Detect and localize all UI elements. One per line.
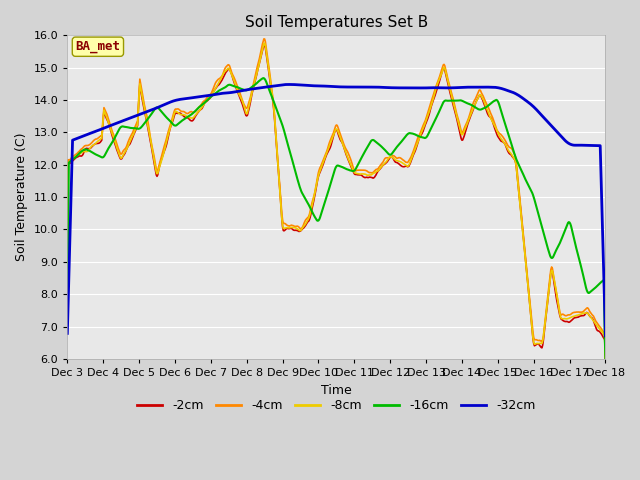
-8cm xyxy=(553,292,561,298)
-8cm xyxy=(63,290,71,296)
-32cm xyxy=(434,85,442,91)
-4cm xyxy=(434,78,442,84)
-16cm xyxy=(63,316,71,322)
-16cm xyxy=(381,147,389,153)
-16cm xyxy=(553,246,561,252)
-16cm xyxy=(182,116,189,121)
Line: -8cm: -8cm xyxy=(67,43,605,359)
-2cm xyxy=(63,291,71,297)
-32cm xyxy=(205,93,212,98)
-4cm xyxy=(205,93,212,98)
-2cm xyxy=(260,42,268,48)
Line: -32cm: -32cm xyxy=(67,84,605,336)
-8cm xyxy=(381,160,389,166)
-4cm xyxy=(63,288,71,294)
X-axis label: Time: Time xyxy=(321,384,352,396)
-16cm xyxy=(329,174,337,180)
-32cm xyxy=(602,333,609,339)
-4cm xyxy=(381,156,389,161)
Legend: -2cm, -4cm, -8cm, -16cm, -32cm: -2cm, -4cm, -8cm, -16cm, -32cm xyxy=(132,395,541,418)
-32cm xyxy=(285,82,292,87)
-4cm xyxy=(602,356,609,362)
Line: -2cm: -2cm xyxy=(67,45,605,359)
-8cm xyxy=(434,80,442,85)
-8cm xyxy=(205,96,212,102)
-2cm xyxy=(182,115,189,120)
Text: BA_met: BA_met xyxy=(76,40,120,53)
-16cm xyxy=(434,111,442,117)
-32cm xyxy=(63,331,71,336)
-8cm xyxy=(182,112,189,118)
-2cm xyxy=(602,356,609,362)
-4cm xyxy=(260,36,268,42)
-16cm xyxy=(602,356,609,362)
-8cm xyxy=(329,134,337,140)
-16cm xyxy=(259,75,267,81)
-32cm xyxy=(553,129,561,134)
-4cm xyxy=(182,110,189,116)
Title: Soil Temperatures Set B: Soil Temperatures Set B xyxy=(244,15,428,30)
Y-axis label: Soil Temperature (C): Soil Temperature (C) xyxy=(15,133,28,262)
-4cm xyxy=(553,292,561,298)
-8cm xyxy=(602,356,609,362)
-32cm xyxy=(381,84,389,90)
-32cm xyxy=(182,96,189,102)
Line: -4cm: -4cm xyxy=(67,39,605,359)
-8cm xyxy=(260,40,268,46)
-2cm xyxy=(329,136,337,142)
-2cm xyxy=(205,96,212,102)
-32cm xyxy=(329,84,337,89)
-2cm xyxy=(381,161,389,167)
-2cm xyxy=(553,298,561,304)
-4cm xyxy=(329,132,337,138)
-16cm xyxy=(205,96,212,102)
-2cm xyxy=(434,83,442,89)
Line: -16cm: -16cm xyxy=(67,78,605,359)
